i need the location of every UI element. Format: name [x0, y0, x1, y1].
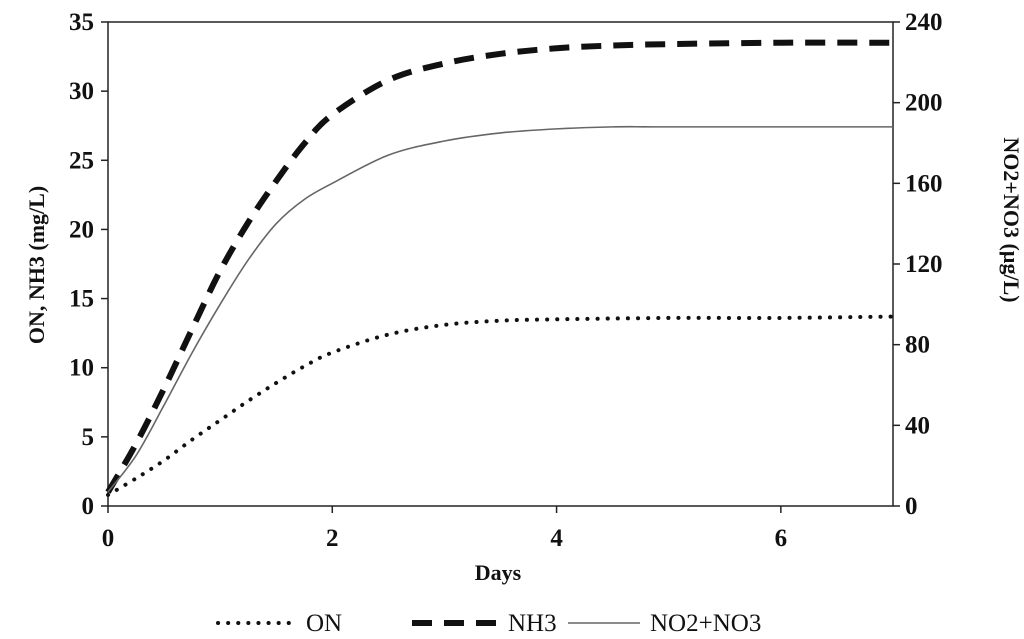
left-tick-label: 20 — [69, 216, 94, 243]
x-tick-label: 0 — [102, 525, 115, 552]
right-tick-label: 0 — [905, 493, 918, 520]
series-line-no2-no3 — [107, 125, 893, 493]
series-line-nh3 — [105, 39, 894, 494]
left-tick-label: 10 — [69, 355, 94, 382]
right-tick-label: 120 — [905, 251, 943, 278]
left-tick-label: 35 — [69, 9, 94, 36]
x-axis: 0 2 4 6 — [102, 506, 787, 552]
left-axis-title: ON, NH3 (mg/L) — [24, 186, 49, 344]
left-axis: 0 5 10 15 20 25 30 35 — [69, 9, 108, 520]
right-tick-label: 240 — [905, 9, 943, 36]
left-tick-label: 30 — [69, 78, 94, 105]
legend-label-nh3: NH3 — [508, 610, 557, 637]
x-tick-label: 2 — [326, 525, 339, 552]
right-tick-label: 200 — [905, 90, 943, 117]
right-tick-label: 160 — [905, 170, 943, 197]
legend-label-on: ON — [306, 610, 342, 637]
right-tick-label: 80 — [905, 332, 930, 359]
left-tick-label: 25 — [69, 147, 94, 174]
series-layer — [105, 39, 895, 497]
right-axis: 0 40 80 120 160 200 240 — [893, 9, 943, 520]
legend-label-no2-no3: NO2+NO3 — [650, 610, 761, 637]
series-line-on — [106, 314, 895, 497]
legend: ON NH3 NO2+NO3 — [216, 610, 761, 637]
left-tick-label: 0 — [82, 493, 95, 520]
left-tick-label: 5 — [82, 424, 95, 451]
x-axis-title: Days — [475, 560, 522, 585]
left-tick-label: 15 — [69, 286, 94, 313]
right-axis-title: NO2+NO3 (µg/L) — [999, 137, 1024, 302]
x-tick-label: 4 — [550, 525, 563, 552]
right-tick-label: 40 — [905, 412, 930, 439]
x-tick-label: 6 — [775, 525, 788, 552]
